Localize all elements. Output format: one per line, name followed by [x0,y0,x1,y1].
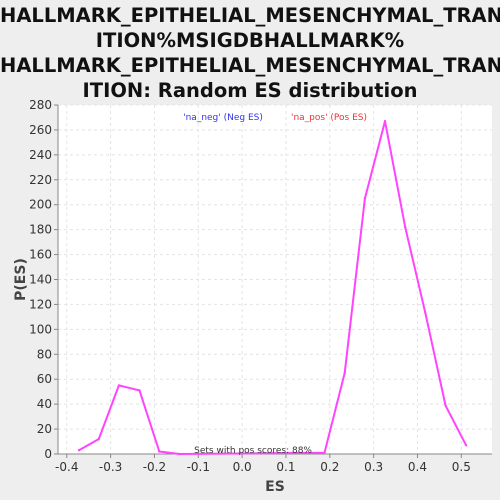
data-point [424,311,427,315]
data-point [404,225,407,229]
y-tick-label: 220 [29,173,52,187]
chart-title-line-1: HALLMARK_EPITHELIAL_MESENCHYMAL_TRANS [0,4,500,27]
x-tick-label: -0.4 [55,460,78,474]
y-tick-label: 80 [37,347,52,361]
chart-title: HALLMARK_EPITHELIAL_MESENCHYMAL_TRANS IT… [0,3,500,103]
y-tick-label: 180 [29,223,52,237]
y-tick-label: 0 [44,447,52,461]
data-point [178,452,181,456]
x-tick-label: 0.3 [364,460,383,474]
y-tick-label: 20 [37,422,52,436]
x-tick-label: 0.2 [320,460,339,474]
y-tick-label: 140 [29,273,52,287]
data-point [97,437,100,441]
y-tick-label: 60 [37,372,52,386]
grid-lines [58,104,492,455]
data-point [117,384,121,387]
data-point [444,404,447,407]
x-tick-label: -0.3 [99,460,122,474]
data-point [323,451,326,454]
y-tick-label: 200 [29,198,52,212]
chart-title-line-2: ITION%MSIGDBHALLMARK% [95,29,405,52]
data-point [138,389,141,392]
y-tick-label: 260 [29,123,52,137]
x-axis-title: ES [265,479,285,495]
x-tick-label: -0.1 [187,460,210,474]
x-tick-label: 0.1 [276,460,295,474]
x-tick-label: 0.4 [408,460,427,474]
legend-entry: 'na_pos' (Pos ES) [291,113,367,123]
y-tick-label: 40 [37,397,52,411]
y-tick-label: 100 [29,322,52,336]
y-tick-label: 120 [29,297,52,311]
y-tick-label: 280 [29,98,52,112]
pos-scores-annotation: Sets with pos scores: 88% [194,446,312,456]
chart-title-line-3: HALLMARK_EPITHELIAL_MESENCHYMAL_TRANS [0,54,500,77]
data-point [363,197,367,200]
legend: 'na_neg' (Neg ES) 'na_pos' (Pos ES) [183,113,367,123]
series-line [78,120,467,455]
legend-entry: 'na_neg' (Neg ES) [183,113,263,123]
data-point [343,371,346,375]
chart-title-line-4: ITION: Random ES distribution [82,79,418,102]
y-axis-title: P(ES) [13,258,29,301]
data-point [383,120,387,123]
y-tick-label: 160 [29,248,52,262]
data-point [77,449,81,452]
x-tick-label: -0.2 [143,460,166,474]
data-point [158,450,161,453]
y-tick-label: 240 [29,148,52,162]
series-layer [77,120,468,456]
data-point [464,444,468,447]
x-tick-label: 0.5 [452,460,471,474]
x-tick-label: 0.0 [233,460,252,474]
